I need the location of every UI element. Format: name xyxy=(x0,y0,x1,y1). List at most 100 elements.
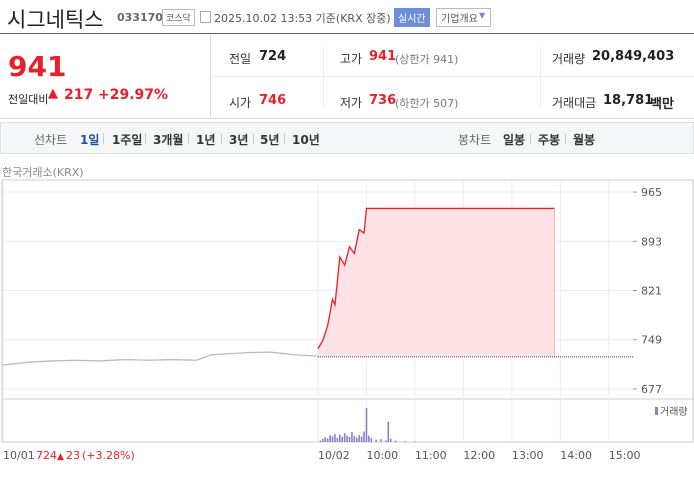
tab[interactable]: 5년 xyxy=(260,133,280,147)
volume-bar xyxy=(365,408,368,442)
item-note: (상한가 941) xyxy=(395,53,459,66)
volume-bar xyxy=(358,435,360,442)
stock-name: 시그네틱스 xyxy=(7,8,104,32)
item-value: 20,849,403 xyxy=(592,49,675,64)
divider xyxy=(0,118,694,119)
volume-bar xyxy=(368,435,370,442)
volume-bar xyxy=(353,435,356,442)
item-label: 고가 xyxy=(340,52,363,66)
item-label: 전일 xyxy=(229,52,252,66)
tab[interactable]: 3년 xyxy=(229,133,249,147)
footer-arrow: ▲ xyxy=(57,452,64,462)
tab[interactable]: 10년 xyxy=(292,133,320,147)
dropdown-arrow: ▼ xyxy=(479,11,486,20)
price-line xyxy=(317,207,555,349)
divider xyxy=(0,33,694,34)
y-tick-label: 749 xyxy=(641,334,662,347)
stock-code: 033170 xyxy=(117,11,163,24)
item-label: 시가 xyxy=(229,96,252,110)
volume-bar xyxy=(370,438,373,442)
volume-bar xyxy=(348,437,351,442)
divider xyxy=(323,46,324,108)
tab-group-label: 봉차트 xyxy=(458,133,492,147)
volume-bar xyxy=(404,441,407,442)
x-tick-label: 10:00 xyxy=(366,449,398,462)
divider xyxy=(540,46,541,108)
change-label: 전일대비 xyxy=(8,93,49,106)
tab[interactable]: 월봉 xyxy=(573,133,596,147)
item-value: 941 xyxy=(369,49,397,64)
item-note: (하한가 507) xyxy=(395,97,459,110)
volume-bar xyxy=(363,431,365,442)
source: 한국거래소(KRX) xyxy=(2,166,84,179)
footer-pct: (+3.28%) xyxy=(82,449,135,462)
volume-bar xyxy=(329,435,331,442)
x-tick-label: 13:00 xyxy=(512,449,544,462)
x-tick-label: 10/01 xyxy=(3,449,35,462)
volume-bar xyxy=(394,440,397,442)
item-label: 거래대금 xyxy=(552,96,597,110)
market-badge: 코스닥 xyxy=(162,9,195,26)
divider xyxy=(211,76,694,77)
y-tick-label: 965 xyxy=(641,186,662,199)
footer-change: 23 xyxy=(66,449,80,462)
tab[interactable]: 1일 xyxy=(80,133,100,147)
x-tick-label: 15:00 xyxy=(609,449,641,462)
change-pct: +29.97% xyxy=(98,87,169,103)
volume-bar xyxy=(351,432,353,442)
volume-bar xyxy=(339,434,341,442)
volume-bar xyxy=(331,436,334,442)
volume-bar xyxy=(380,439,382,442)
item-value: 724 xyxy=(259,49,287,64)
volume-bar xyxy=(336,438,339,442)
price-area xyxy=(318,208,555,357)
tab[interactable]: 3개월 xyxy=(153,133,184,147)
tab-bar xyxy=(0,122,694,154)
volume-bar xyxy=(389,438,392,442)
realtime-button[interactable]: 실시간 xyxy=(394,8,430,27)
price: 941 xyxy=(8,50,67,83)
y-tick-label: 821 xyxy=(641,285,662,298)
x-tick-label: 10/02 xyxy=(318,449,350,462)
item-label: 거래량 xyxy=(552,52,586,66)
volume-bar xyxy=(326,438,329,442)
footer-price: 724 xyxy=(36,449,57,462)
volume-bar xyxy=(324,437,327,442)
y-tick-label: 677 xyxy=(641,383,662,396)
legend-swatch xyxy=(655,407,658,415)
volume-bar xyxy=(334,434,336,442)
volume-bar xyxy=(355,437,358,442)
item-value: 746 xyxy=(259,93,287,108)
price-line xyxy=(2,351,319,366)
up-arrow: ▲ xyxy=(48,86,58,101)
tab[interactable]: 주봉 xyxy=(538,133,561,147)
company-button[interactable]: 기업개요 xyxy=(436,8,491,27)
tab[interactable]: 일봉 xyxy=(503,133,526,147)
tab[interactable]: 1년 xyxy=(196,133,216,147)
volume-bar xyxy=(414,441,416,442)
x-tick-label: 11:00 xyxy=(415,449,447,462)
volume-bar xyxy=(346,435,348,442)
legend-label: 거래량 xyxy=(660,406,688,418)
y-tick-label: 893 xyxy=(641,235,662,248)
volume-bar xyxy=(319,440,322,442)
volume-bar xyxy=(341,436,344,442)
volume-bar xyxy=(387,421,390,442)
change: 217 xyxy=(64,87,94,103)
tab-group-label: 선차트 xyxy=(34,133,68,147)
x-tick-label: 14:00 xyxy=(560,449,592,462)
time: 2025.10.02 13:53 기준(KRX 장중) xyxy=(214,12,391,25)
tab[interactable]: 1주일 xyxy=(112,133,143,147)
item-label: 저가 xyxy=(340,96,363,110)
item-value: 18,781 xyxy=(603,93,654,108)
item-unit: 백만 xyxy=(650,97,674,112)
calendar-icon xyxy=(200,11,211,23)
volume-bar xyxy=(385,440,387,442)
item-value: 736 xyxy=(369,93,397,108)
x-tick-label: 12:00 xyxy=(463,449,495,462)
volume-bar xyxy=(360,436,363,442)
divider xyxy=(210,34,211,118)
volume-bar xyxy=(375,439,377,442)
